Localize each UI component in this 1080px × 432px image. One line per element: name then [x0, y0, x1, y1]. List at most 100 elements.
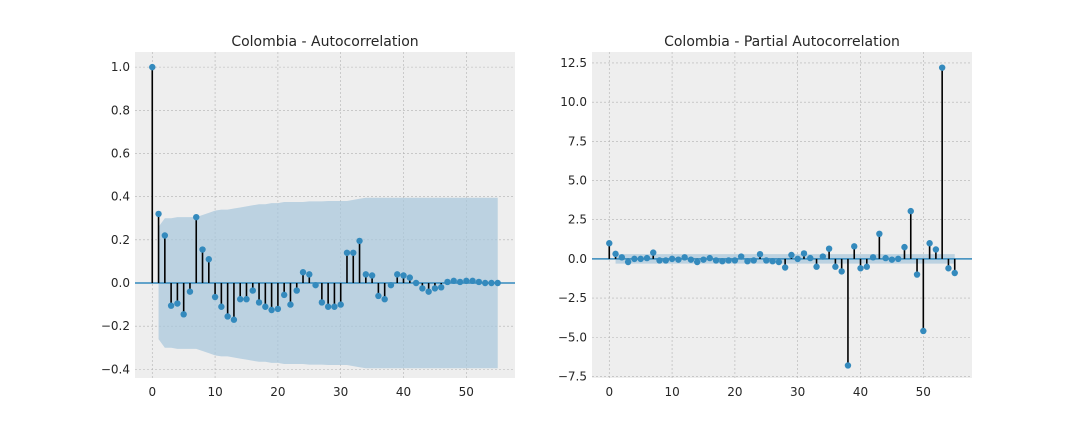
pacf-point-lag-15: [700, 256, 707, 263]
pacf-point-lag-20: [731, 257, 739, 264]
pacf-x-tick-label: 30: [790, 385, 805, 399]
acf-point-lag-54: [488, 279, 495, 287]
acf-point-lag-42: [412, 279, 420, 287]
acf-point-lag-34: [362, 271, 370, 278]
acf-point-lag-10: [211, 293, 219, 301]
acf-point-lag-20: [274, 305, 282, 313]
acf-x-tick-label: 10: [207, 385, 222, 399]
acf-y-tick-label: 0.4: [111, 190, 130, 204]
pacf-point-lag-46: [894, 255, 902, 263]
pacf-y-tick-label: −7.5: [558, 369, 587, 383]
acf-point-lag-26: [312, 281, 319, 289]
pacf-axes-area: [592, 52, 972, 378]
pacf-y-tick-label: 7.5: [568, 134, 587, 148]
pacf-point-lag-48: [907, 207, 914, 215]
pacf-point-lag-37: [838, 268, 845, 275]
pacf-title: Colombia - Partial Autocorrelation: [664, 34, 900, 50]
acf-point-lag-36: [375, 292, 382, 300]
pacf-point-lag-38: [844, 362, 852, 369]
pacf-point-lag-0: [606, 240, 613, 247]
pacf-point-lag-41: [863, 263, 870, 270]
acf-point-lag-7: [193, 213, 200, 221]
pacf-point-lag-54: [945, 265, 952, 272]
acf-point-lag-11: [218, 303, 225, 310]
acf-point-lag-37: [381, 295, 388, 303]
acf-x-tick-label: 40: [396, 385, 411, 399]
acf-point-lag-38: [387, 281, 395, 289]
acf-point-lag-19: [268, 306, 275, 314]
pacf-point-lag-50: [920, 327, 927, 335]
pacf-point-lag-44: [882, 254, 889, 262]
acf-x-tick-label: 20: [270, 385, 285, 399]
acf-point-lag-35: [368, 272, 376, 279]
pacf-point-lag-10: [668, 255, 676, 263]
pacf-point-lag-39: [851, 243, 858, 250]
pacf-x-tick-labels: 0 10 20 30 40 50: [605, 385, 931, 399]
acf-point-lag-3: [167, 302, 175, 309]
acf-point-lag-16: [249, 287, 256, 294]
pacf-point-lag-4: [631, 255, 638, 263]
acf-point-lag-0: [149, 63, 156, 71]
acf-y-tick-label: −0.4: [101, 362, 130, 376]
acf-point-lag-13: [230, 316, 238, 323]
acf-y-tick-label: 1.0: [111, 60, 130, 74]
pacf-y-tick-label: 0.0: [568, 252, 587, 266]
acf-x-tick-label: 50: [459, 385, 474, 399]
pacf-point-lag-1: [612, 250, 619, 258]
pacf-point-lag-53: [938, 64, 946, 71]
pacf-y-tick-label: −2.5: [558, 291, 587, 305]
acf-point-lag-28: [324, 303, 332, 310]
acf-point-lag-27: [318, 299, 326, 306]
acf-point-lag-15: [243, 295, 250, 303]
acf-point-lag-23: [293, 287, 300, 294]
pacf-x-tick-label: 10: [664, 385, 679, 399]
pacf-point-lag-52: [932, 246, 940, 253]
acf-point-lag-53: [481, 279, 489, 287]
acf-point-lag-18: [262, 303, 269, 310]
pacf-point-lag-49: [913, 271, 921, 278]
pacf-point-lag-36: [832, 263, 839, 270]
pacf-point-lag-7: [650, 249, 657, 256]
acf-y-tick-label: 0.6: [111, 146, 130, 160]
acf-point-lag-47: [444, 278, 451, 286]
pacf-point-lag-26: [769, 258, 776, 265]
acf-point-lag-40: [400, 272, 407, 279]
acf-point-lag-29: [331, 303, 338, 310]
pacf-point-lag-14: [694, 258, 701, 266]
acf-point-lag-24: [299, 269, 307, 276]
acf-point-lag-52: [475, 278, 483, 286]
acf-point-lag-1: [155, 210, 162, 218]
acf-point-lag-46: [437, 284, 445, 291]
acf-point-lag-43: [419, 285, 426, 292]
pacf-point-lag-11: [675, 256, 682, 263]
pacf-point-lag-34: [819, 253, 827, 260]
pacf-point-lag-8: [656, 257, 663, 264]
acf-point-lag-6: [186, 288, 194, 295]
acf-point-lag-21: [280, 291, 288, 299]
pacf-point-lag-30: [794, 255, 801, 263]
pacf-point-lag-33: [813, 263, 820, 270]
acf-point-lag-17: [255, 299, 263, 306]
pacf-point-lag-16: [706, 254, 713, 262]
acf-point-lag-31: [343, 249, 351, 256]
pacf-point-lag-13: [687, 256, 695, 263]
pacf-point-lag-29: [788, 251, 795, 259]
pacf-y-tick-label: −5.0: [558, 330, 587, 344]
pacf-point-lag-24: [756, 250, 764, 258]
acf-point-lag-49: [456, 278, 464, 286]
acf-point-lag-4: [174, 300, 181, 307]
acf-point-lag-2: [161, 232, 169, 239]
pacf-point-lag-2: [618, 254, 626, 261]
pacf-point-lag-22: [744, 258, 751, 265]
pacf-point-lag-25: [763, 257, 770, 264]
pacf-point-lag-6: [643, 254, 651, 262]
pacf-point-lag-12: [681, 254, 688, 261]
pacf-point-lag-18: [719, 258, 726, 265]
pacf-point-lag-42: [869, 254, 877, 261]
acf-point-lag-44: [425, 288, 432, 295]
pacf-point-lag-3: [624, 258, 632, 266]
pacf-point-lag-40: [857, 265, 864, 272]
acf-panel: 0 10 20 30 40 50 −0.4 −0.2 0.0 0.2 0.4 0.6 0.8 1.0 C…: [101, 34, 515, 399]
acf-point-lag-50: [463, 277, 470, 285]
